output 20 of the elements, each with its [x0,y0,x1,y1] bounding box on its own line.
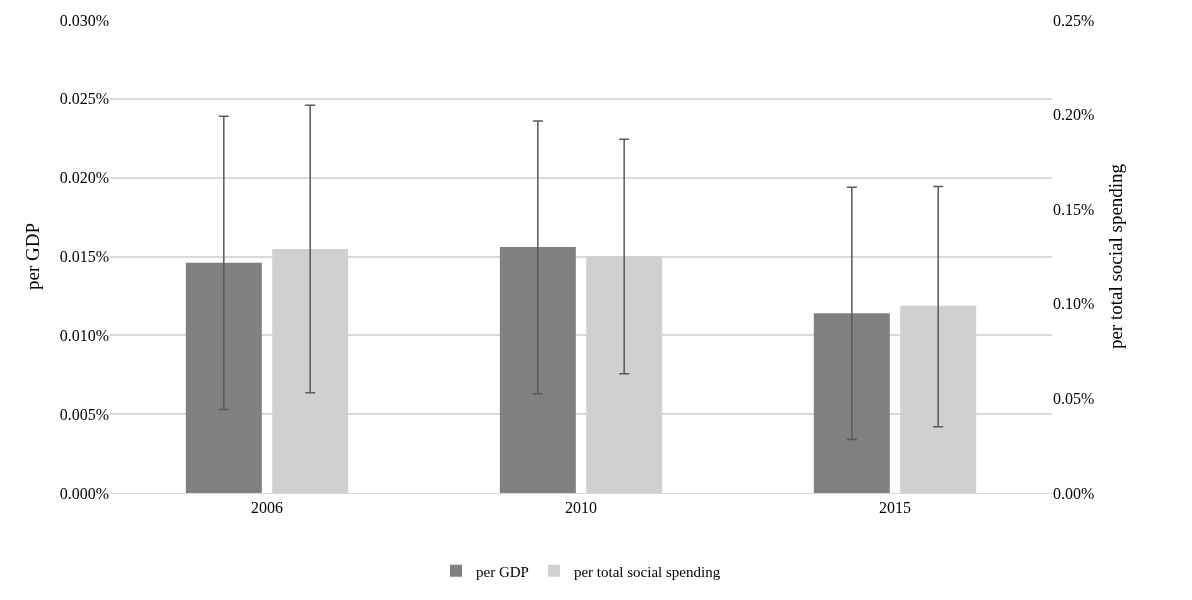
y2-tick-label: 0.25% [1053,11,1095,29]
y2-tick-label: 0.20% [1053,106,1095,124]
y2-axis-title: per total social spending [1105,163,1127,350]
y-axis-title: per GDP [21,222,43,291]
y-tick-label: 0.010% [59,326,109,344]
y2-tick-label: 0.05% [1053,390,1095,407]
y-tick-label: 0.005% [59,405,109,423]
y2-tick-label: 0.00% [1053,484,1095,502]
x-tick-label: 2010 [565,499,597,517]
y-tick-label: 0.030% [59,11,109,29]
y2-tick-label: 0.10% [1053,295,1095,313]
y-tick-label: 0.000% [59,484,109,502]
y-tick-label: 0.015% [59,248,109,266]
y2-tick-label: 0.15% [1053,200,1095,218]
x-tick-label: 2006 [251,499,283,517]
y-tick-label: 0.025% [59,90,109,108]
legend-label: per total social spending [573,563,721,580]
legend-label: per GDP [476,563,529,580]
y-tick-label: 0.020% [59,169,109,187]
x-tick-label: 2015 [879,499,911,517]
